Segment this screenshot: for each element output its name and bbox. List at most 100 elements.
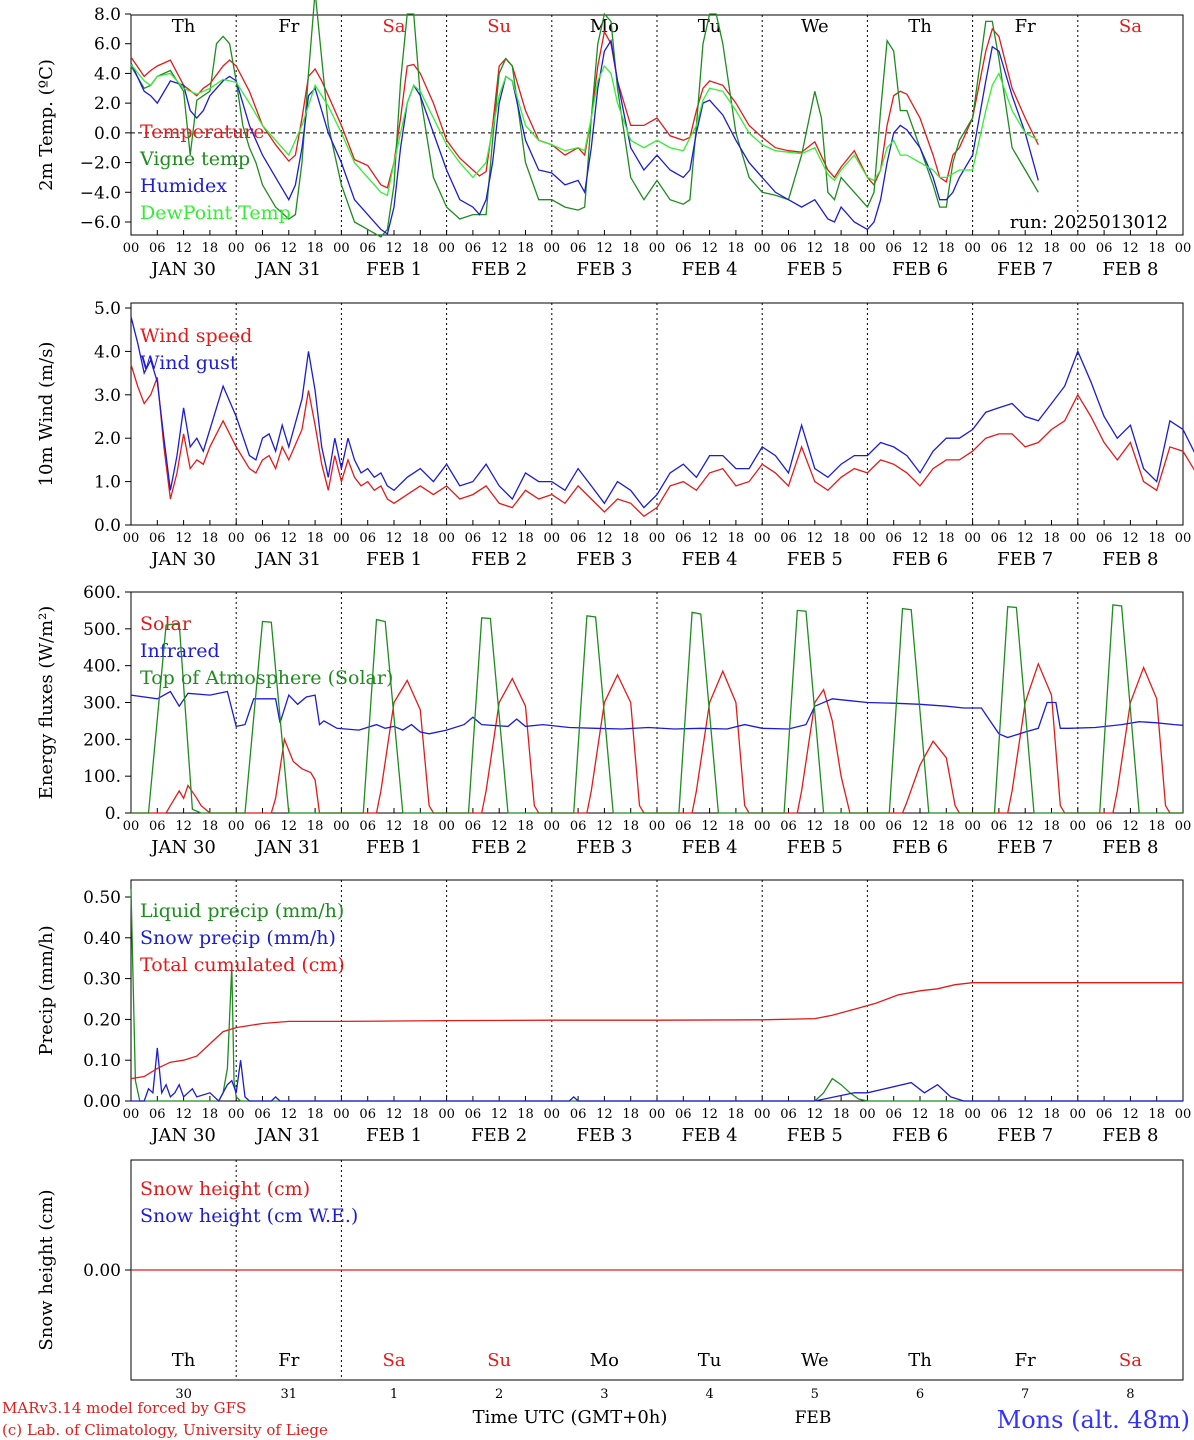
hour-tick-label: 00 <box>544 1107 561 1122</box>
run-annotation: run: 2025013012 <box>1010 212 1168 233</box>
hour-tick-label: 18 <box>412 1107 429 1122</box>
hour-tick-label: 12 <box>491 241 508 256</box>
legend-entry: Liquid precip (mm/h) <box>140 900 344 922</box>
y-tick-label: 3.0 <box>94 386 121 406</box>
date-label: FEB 4 <box>682 259 738 280</box>
hour-tick-label: 12 <box>281 531 298 546</box>
y-tick-label: 2.0 <box>94 94 121 114</box>
hour-tick-label: 00 <box>333 1107 350 1122</box>
hour-tick-label: 12 <box>491 1107 508 1122</box>
hour-tick-label: 12 <box>1017 241 1034 256</box>
hour-tick-label: 00 <box>649 531 666 546</box>
hour-tick-label: 18 <box>517 531 534 546</box>
date-label: FEB 8 <box>1102 1125 1158 1146</box>
date-label: FEB 8 <box>1102 837 1158 858</box>
date-label: FEB 5 <box>787 549 843 570</box>
date-label: JAN 30 <box>149 1125 216 1146</box>
panel-1: 8.0 6.0 4.0 2.0 0.0 −2.0 −4.0 −6.0 2m Temp. (ºC)… <box>36 0 1191 280</box>
hour-tick-label: 18 <box>517 819 534 834</box>
legend-entry: Top of Atmosphere (Solar) <box>140 667 393 689</box>
hour-tick-label: 00 <box>1070 819 1087 834</box>
hour-tick-label: 00 <box>228 241 245 256</box>
legend-entry: Total cumulated (cm) <box>140 954 345 976</box>
hour-tick-label: 18 <box>622 819 639 834</box>
day-number-label: 6 <box>916 1387 924 1402</box>
hour-tick-label: 18 <box>202 1107 219 1122</box>
hour-tick-label: 06 <box>254 241 271 256</box>
date-label: FEB 3 <box>576 1125 632 1146</box>
weekday-label: Su <box>487 1350 511 1371</box>
hour-tick-label: 00 <box>438 1107 455 1122</box>
hour-tick-label: 18 <box>517 241 534 256</box>
hour-tick-label: 12 <box>807 1107 824 1122</box>
hour-tick-label: 06 <box>254 1107 271 1122</box>
date-label: JAN 31 <box>255 837 322 858</box>
hour-tick-label: 00 <box>1175 531 1192 546</box>
hour-tick-label: 06 <box>570 531 587 546</box>
hour-tick-label: 06 <box>780 241 797 256</box>
date-label: FEB 3 <box>576 259 632 280</box>
panel-5: 0.00 Snow height (cm) Th Fr Sa Su Mo Tu We Th Fr Sa… <box>36 1159 1184 1402</box>
hour-tick-label: 18 <box>1148 531 1165 546</box>
y-tick-label: 2.0 <box>94 429 121 449</box>
lab-credit: (c) Lab. of Climatology, University of L… <box>2 1421 328 1439</box>
legend-entry: Wind speed <box>140 325 252 347</box>
hour-tick-label: 18 <box>1043 241 1060 256</box>
hour-tick-label: 06 <box>780 1107 797 1122</box>
hour-tick-label: 06 <box>570 241 587 256</box>
date-label: FEB 6 <box>892 1125 948 1146</box>
date-label: JAN 31 <box>255 259 322 280</box>
date-label: FEB 5 <box>787 837 843 858</box>
hour-tick-label: 18 <box>412 819 429 834</box>
y-axis-label: Precip (mm/h) <box>36 925 57 1055</box>
hour-tick-label: 06 <box>1096 531 1113 546</box>
hour-tick-label: 18 <box>833 531 850 546</box>
legend-entry: Snow precip (mm/h) <box>140 927 336 949</box>
hour-tick-label: 12 <box>1017 1107 1034 1122</box>
hour-tick-label: 00 <box>859 819 876 834</box>
hour-tick-label: 12 <box>596 531 613 546</box>
hour-tick-label: 00 <box>123 819 140 834</box>
hour-tick-label: 00 <box>333 531 350 546</box>
hour-tick-label: 00 <box>964 819 981 834</box>
legend-entry: Wind gust <box>140 352 238 374</box>
hour-tick-label: 06 <box>991 531 1008 546</box>
date-label: FEB 2 <box>471 259 527 280</box>
hour-tick-label: 00 <box>754 531 771 546</box>
y-tick-label: 400. <box>83 657 121 677</box>
date-label: FEB 3 <box>576 549 632 570</box>
date-label: JAN 30 <box>149 837 216 858</box>
date-label: FEB 7 <box>997 837 1053 858</box>
hour-tick-label: 06 <box>149 819 166 834</box>
hour-tick-label: 06 <box>149 1107 166 1122</box>
hour-tick-label: 18 <box>1148 1107 1165 1122</box>
legend-entry: Solar <box>140 613 192 635</box>
y-tick-label: 0.0 <box>94 124 121 144</box>
hour-tick-label: 12 <box>281 1107 298 1122</box>
weekday-label: Th <box>908 16 932 37</box>
hour-tick-label: 06 <box>780 531 797 546</box>
hour-tick-label: 00 <box>754 241 771 256</box>
y-tick-label: 0.40 <box>83 929 121 949</box>
weekday-label: Fr <box>1015 1350 1036 1371</box>
hour-tick-label: 00 <box>754 819 771 834</box>
hour-tick-label: 18 <box>1043 1107 1060 1122</box>
hour-tick-label: 06 <box>465 531 482 546</box>
y-tick-label: 0.10 <box>83 1051 121 1071</box>
y-tick-label: 0.50 <box>83 888 121 908</box>
hour-tick-label: 06 <box>885 531 902 546</box>
day-number-label: 7 <box>1021 1387 1029 1402</box>
y-axis-label: Energy fluxes (W/m²) <box>36 606 57 800</box>
hour-tick-label: 18 <box>202 241 219 256</box>
date-label: JAN 30 <box>149 549 216 570</box>
weekday-label: Th <box>172 16 196 37</box>
date-label: FEB 4 <box>682 549 738 570</box>
hour-tick-label: 00 <box>1175 241 1192 256</box>
y-tick-label: 0.00 <box>83 1092 121 1112</box>
hour-tick-label: 12 <box>386 1107 403 1122</box>
hour-tick-label: 06 <box>254 531 271 546</box>
hour-tick-label: 00 <box>754 1107 771 1122</box>
hour-tick-label: 12 <box>386 531 403 546</box>
hour-tick-label: 06 <box>149 241 166 256</box>
date-label: FEB 1 <box>366 549 422 570</box>
